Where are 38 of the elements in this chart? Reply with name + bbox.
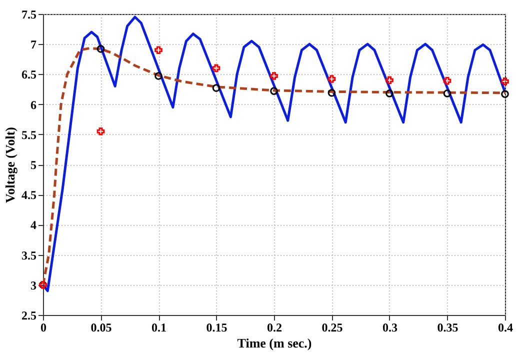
- point: [212, 64, 220, 72]
- point: [96, 45, 105, 53]
- point: [501, 90, 509, 98]
- x-tick-label: 0.1: [152, 320, 166, 334]
- point: [386, 76, 394, 84]
- point: [443, 90, 452, 98]
- x-tick-label: 0.35: [437, 320, 458, 334]
- x-axis-title: Time (m sec.): [237, 336, 312, 350]
- x-tick-label: 0.15: [206, 320, 228, 334]
- point: [212, 84, 220, 92]
- y-tick-label: 5.5: [22, 128, 36, 142]
- point: [154, 46, 162, 54]
- point: [501, 78, 509, 86]
- y-tick-label: 5: [30, 158, 36, 172]
- x-tick-label: 0.05: [90, 320, 112, 334]
- y-tick-label: 3: [30, 278, 36, 292]
- x-tick-label: 0.4: [498, 320, 513, 334]
- point: [270, 72, 278, 80]
- y-tick-label: 6: [30, 98, 36, 112]
- y-tick-label: 2.5: [22, 308, 36, 322]
- x-tick-label: 0.3: [382, 320, 398, 334]
- point: [328, 88, 336, 97]
- x-tick-label: 0: [40, 320, 46, 334]
- y-tick-label: 4: [30, 218, 36, 232]
- y-tick-label: 6.5: [22, 68, 36, 82]
- y-tick-label: 3.5: [22, 248, 36, 262]
- y-axis-title: Voltage (Volt): [2, 127, 18, 203]
- point: [443, 76, 452, 85]
- x-tick-label: 0.25: [322, 320, 343, 334]
- point: [270, 87, 278, 95]
- point: [96, 127, 105, 136]
- x-tick-label: 0.2: [267, 320, 282, 334]
- y-tick-label: 4.5: [22, 188, 36, 202]
- y-tick-label: 7.5: [22, 8, 36, 22]
- y-tick-label: 7: [30, 38, 36, 52]
- point: [154, 72, 162, 80]
- point: [328, 75, 336, 83]
- point: [386, 90, 394, 98]
